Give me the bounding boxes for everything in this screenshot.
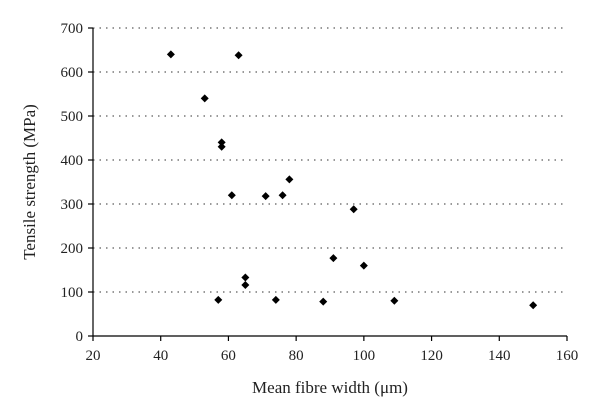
data-point-16 [319,297,328,306]
x-tick-label-6: 140 [488,348,511,364]
x-tick-label-1: 40 [153,348,168,364]
x-tick-label-7: 160 [556,348,579,364]
y-axis-label: Tensile strength (MPa) [20,104,39,260]
data-point-17 [390,296,399,305]
y-tick-label-4: 400 [61,153,84,169]
data-point-0 [166,50,175,59]
axes [92,28,567,337]
data-point-18 [529,301,538,310]
data-point-15 [271,295,280,304]
data-points [166,50,538,310]
data-point-14 [214,295,223,304]
y-tick-label-0: 0 [76,329,84,345]
data-point-4 [217,142,226,151]
y-tick-label-5: 500 [61,109,84,125]
data-point-5 [285,175,294,184]
x-tick-label-5: 120 [420,348,443,364]
y-tick-label-3: 300 [61,197,84,213]
data-point-11 [359,261,368,270]
y-tick-label-2: 200 [61,241,84,257]
data-point-3 [217,138,226,147]
x-tick-label-3: 80 [289,348,304,364]
data-point-1 [234,51,243,60]
data-point-10 [329,254,338,263]
x-tick-label-4: 100 [353,348,376,364]
y-tick-label-7: 700 [61,21,84,37]
grid-lines [93,27,567,293]
x-axis-label: Mean fibre width (μm) [252,378,408,397]
data-point-9 [349,205,358,214]
data-point-8 [278,191,287,200]
y-tick-label-1: 100 [61,285,84,301]
data-point-7 [261,192,270,201]
y-tick-label-6: 600 [61,65,84,81]
data-point-13 [241,280,250,289]
data-point-12 [241,273,250,282]
data-point-6 [227,191,236,200]
data-point-2 [200,94,209,103]
ticks: 0 100 200 300 400 500 600 700 20 40 60 80 100 120 140 1… [61,21,579,364]
x-tick-label-2: 60 [221,348,236,364]
x-tick-label-0: 20 [86,348,101,364]
